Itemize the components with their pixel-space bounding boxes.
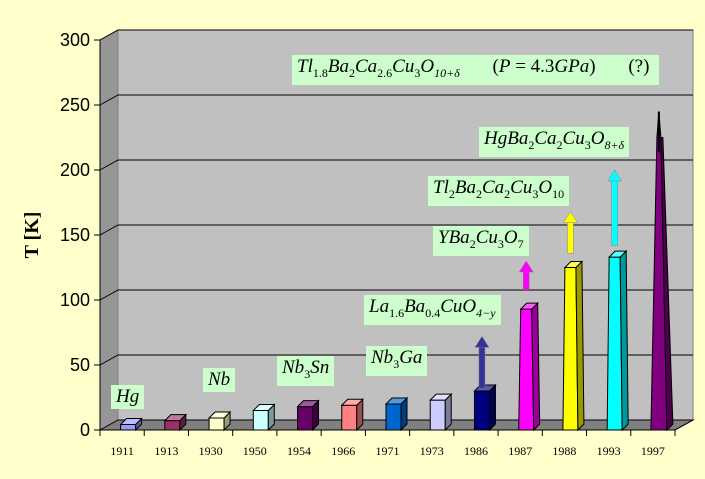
bar-face <box>518 308 535 431</box>
y-tick-label: 250 <box>60 95 90 115</box>
bar-1913 <box>163 413 188 432</box>
bar-1987 <box>518 301 541 432</box>
bar-face <box>429 399 446 431</box>
x-tick-label: 1966 <box>331 444 355 458</box>
gridline <box>99 159 693 171</box>
x-tick-label: 1986 <box>464 444 488 458</box>
y-axis-label: T [K] <box>21 212 43 259</box>
x-tick-label: 1913 <box>154 444 178 458</box>
bar-side <box>575 260 585 432</box>
bar-side <box>531 301 541 432</box>
arrow-head <box>518 260 534 273</box>
y-tick-labels: 0 50 100 150 200 250 300 <box>60 30 90 440</box>
x-tick-label: 1950 <box>243 444 267 458</box>
x-tick-label: 1997 <box>641 444 665 458</box>
bar-face <box>341 404 358 431</box>
bar-top <box>519 302 539 310</box>
label-hgba2ca2cu3o8: HgBa2Ca2Cu3O8+δ <box>479 127 630 157</box>
bar-top <box>563 261 584 268</box>
arrow-1987 <box>518 260 534 290</box>
bar-top <box>207 411 232 419</box>
bar-side <box>488 383 496 432</box>
gridline <box>99 224 693 236</box>
arrow-shaft <box>522 270 530 290</box>
x-tick-labels: 1911 1913 1930 1950 1954 1966 1971 1973 1986 1987… <box>110 444 665 458</box>
bar-top <box>163 414 188 422</box>
bar-top <box>296 400 320 408</box>
axes <box>94 39 694 436</box>
bar-1997 <box>650 111 674 432</box>
arrow-head <box>607 169 623 182</box>
label-hg: Hg <box>111 385 145 409</box>
bar-side <box>660 137 674 432</box>
bar-1973 <box>429 392 453 432</box>
bar-top <box>119 418 143 426</box>
bar-face <box>562 267 579 431</box>
arrow-shaft <box>478 346 486 389</box>
label-nb: Nb <box>203 368 236 392</box>
gridline <box>99 354 693 366</box>
arrow-1993 <box>607 169 623 246</box>
bar-top <box>607 250 628 258</box>
arrow-1988 <box>562 211 578 254</box>
bar-1988 <box>562 260 585 432</box>
arrow-head <box>474 335 490 348</box>
x-tick-label: 1993 <box>597 444 621 458</box>
gridlines <box>99 29 693 366</box>
bar-1954 <box>296 399 320 432</box>
y-tick-label: 50 <box>70 355 90 375</box>
x-tick-label: 1954 <box>287 444 311 458</box>
bar-1986 <box>473 383 497 432</box>
y-tick-label: 0 <box>80 420 90 440</box>
bar-top <box>252 404 276 411</box>
label-nb3sn: Nb3Sn <box>277 356 335 386</box>
x-tick-label: 1911 <box>110 444 134 458</box>
y-tick-label: 150 <box>60 225 90 245</box>
label-ybco: YBa2Cu3O7 <box>433 226 529 256</box>
bar-face <box>606 256 623 431</box>
bar-1993 <box>606 249 629 432</box>
y-tick-label: 300 <box>60 30 90 50</box>
bar-top <box>429 393 453 401</box>
bar-face <box>252 410 269 431</box>
bar-top <box>340 398 364 406</box>
x-tick-label: 1973 <box>420 444 444 458</box>
x-axis-end <box>674 419 694 431</box>
gridline <box>99 94 693 106</box>
bar-face <box>473 390 490 431</box>
bar-face <box>297 406 314 431</box>
label-la-ba-cuo: La1.6Ba0.4CuO4−y <box>364 295 501 325</box>
bars <box>119 111 674 432</box>
x-tick-label: 1987 <box>508 444 532 458</box>
bar-face <box>208 417 225 431</box>
x-tick-label: 1971 <box>376 444 400 458</box>
arrow-shaft <box>611 179 618 246</box>
bar-1971 <box>384 396 409 432</box>
bar-side <box>619 249 629 432</box>
bar-top <box>384 397 409 405</box>
bar-1950 <box>252 403 276 432</box>
gridline <box>99 29 693 41</box>
bar-face <box>164 420 181 431</box>
x-tick-label: 1930 <box>199 444 223 458</box>
arrows <box>474 169 623 389</box>
arrow-shaft <box>567 221 574 254</box>
label-tl2ba2ca2cu3o10: Tl2Ba2Ca2Cu3O10 <box>428 176 570 206</box>
x-tick-label: 1988 <box>552 444 576 458</box>
arrow-head <box>562 211 578 223</box>
label-top-tl-pressure: Tl1.8Ba2Ca2.6Cu3O10+δ (P = 4.3GPa) (?) <box>292 55 660 85</box>
bar-face <box>120 424 137 431</box>
bar-1911 <box>119 417 143 432</box>
y-tick-label: 100 <box>60 290 90 310</box>
bar-1930 <box>207 410 232 432</box>
y-tick-label: 200 <box>60 160 90 180</box>
arrow-1986 <box>474 335 490 389</box>
bar-face <box>385 403 402 431</box>
gridline <box>99 289 693 301</box>
bar-1966 <box>340 398 364 432</box>
label-nb3ga: Nb3Ga <box>366 346 428 376</box>
